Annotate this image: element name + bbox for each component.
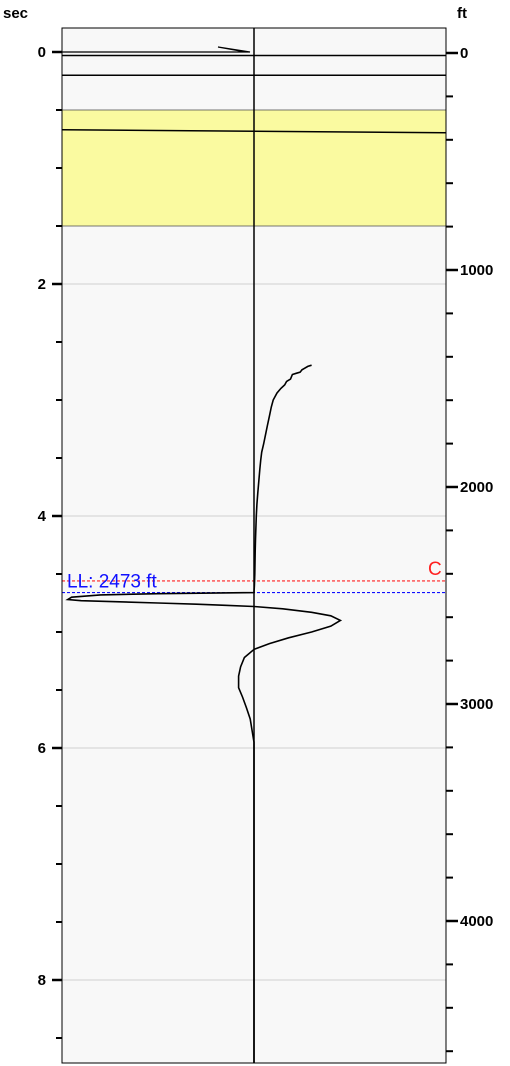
right-axis-unit: ft bbox=[457, 5, 467, 22]
right-tick-label: 4000 bbox=[460, 913, 493, 930]
left-axis-unit: sec bbox=[3, 5, 28, 22]
left-tick-label: 2 bbox=[38, 276, 46, 293]
right-tick-label: 0 bbox=[460, 45, 468, 62]
plot-frame bbox=[61, 27, 447, 1064]
right-tick-label: 1000 bbox=[460, 262, 493, 279]
curve-series bbox=[65, 364, 343, 1064]
right-tick-label: 3000 bbox=[460, 696, 493, 713]
left-tick-label: 8 bbox=[38, 972, 46, 989]
left-tick-label: 6 bbox=[38, 740, 46, 757]
right-axis: 0 1000 2000 3000 4000 bbox=[446, 45, 493, 1053]
left-tick-label: 0 bbox=[38, 44, 46, 61]
left-tick-label: 4 bbox=[38, 508, 47, 525]
left-axis: 0 2 4 6 8 bbox=[38, 44, 62, 1039]
c-marker-label: C bbox=[428, 559, 442, 580]
right-tick-label: 2000 bbox=[460, 479, 493, 496]
ll-marker-label: LL: 2473 ft bbox=[67, 572, 158, 593]
top-spike bbox=[62, 46, 251, 53]
